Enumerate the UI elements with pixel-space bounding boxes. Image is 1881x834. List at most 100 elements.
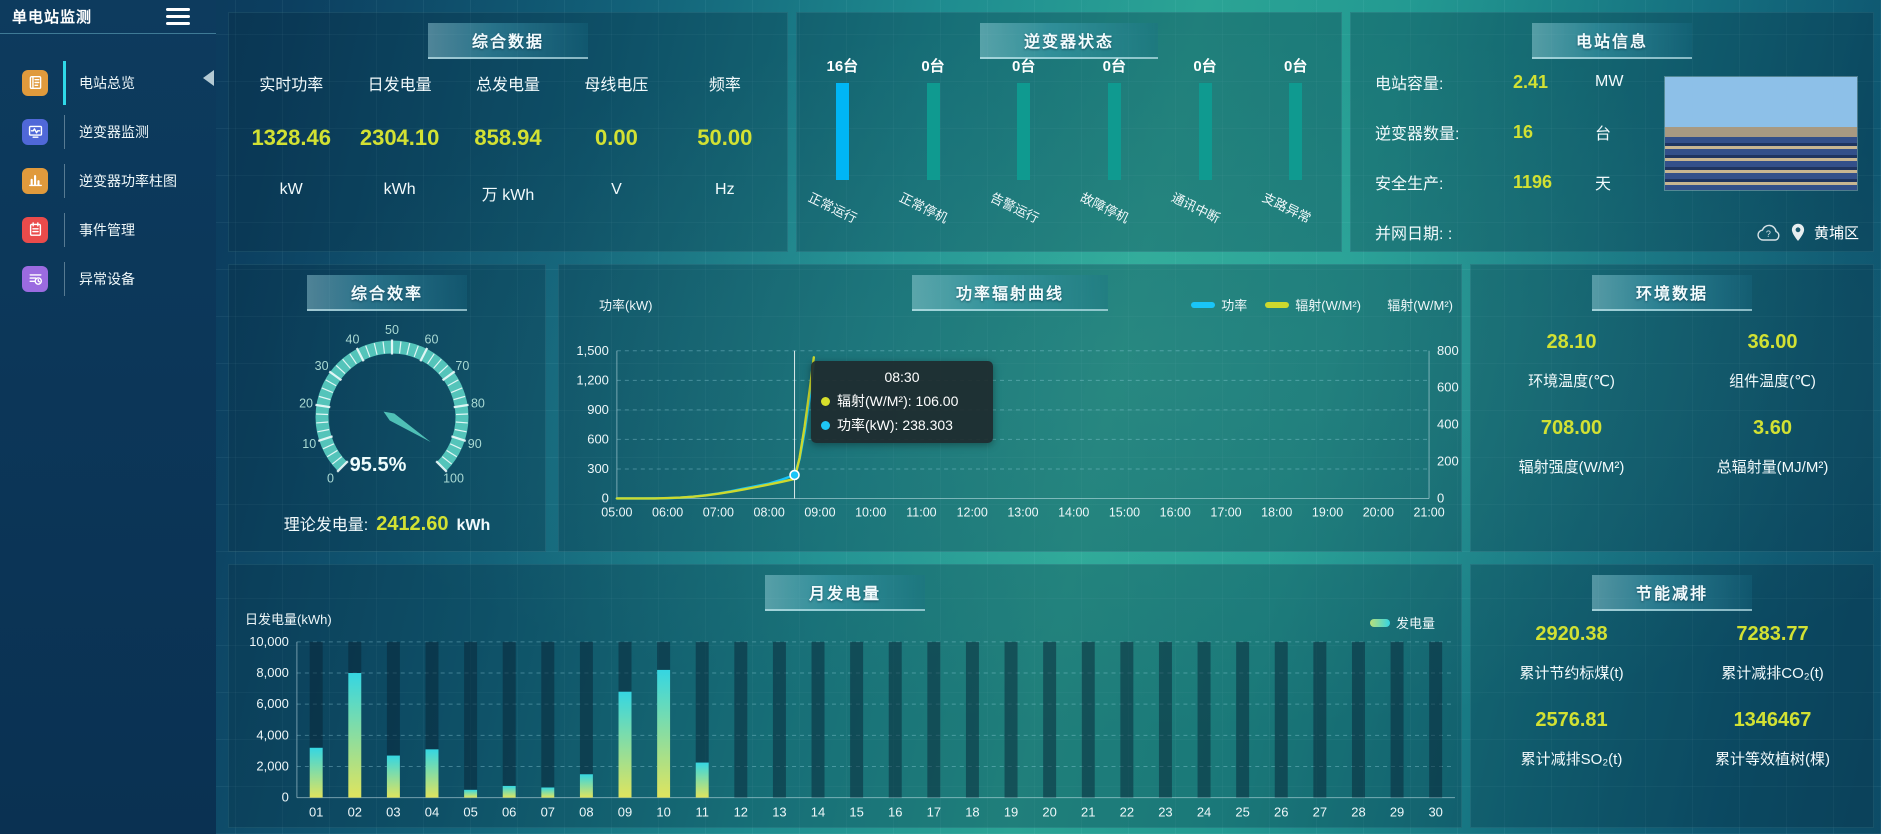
- station-row-label: 电站容量:: [1375, 76, 1444, 93]
- sidebar-item-inverter-monitor[interactable]: 逆变器监测: [0, 107, 216, 156]
- inverter-status-label: 正常停机: [897, 189, 951, 226]
- svg-text:28: 28: [1351, 805, 1365, 820]
- inverter-count-label: 16台: [826, 58, 859, 75]
- panel-title: 综合数据: [427, 23, 589, 59]
- legend-item-power[interactable]: 功率: [1191, 295, 1247, 314]
- hamburger-menu-icon[interactable]: [166, 4, 190, 30]
- panel-title: 功率辐射曲线: [911, 275, 1109, 311]
- svg-text:16: 16: [888, 805, 902, 820]
- sidebar-item-event-management[interactable]: 事件管理: [0, 205, 216, 254]
- sidebar-item-divider: [63, 60, 66, 105]
- metric-total-irradiation: 3.60 总辐射量(MJ/M²): [1672, 417, 1873, 477]
- sidebar-header: 单电站监测: [0, 0, 216, 34]
- svg-text:20: 20: [1042, 805, 1056, 820]
- svg-text:25: 25: [1235, 805, 1249, 820]
- panel-energy-saving: 节能减排 2920.38 累计节约标煤(t) 7283.77 累计减排CO₂(t) 25…: [1470, 564, 1874, 828]
- svg-text:1,200: 1,200: [576, 372, 608, 387]
- sidebar-menu: 电站总览逆变器监测逆变器功率柱图 事件管理异常设备: [0, 58, 216, 303]
- metric-label: 母线电压: [584, 77, 649, 94]
- inverter-status-comm-interrupted: 0台 通讯中断: [1160, 55, 1251, 251]
- panel-title: 节能减排: [1591, 575, 1753, 611]
- weather-cloud-icon[interactable]: ?: [1756, 224, 1782, 242]
- inverter-status-bar: [1107, 83, 1121, 180]
- abnormal-device-icon: [22, 265, 48, 292]
- inverter-status-chart[interactable]: 16台 正常运行 0台 正常停机 0台 告警运行 0台 故障停机 0台 通讯中断 0台 支路异常: [797, 55, 1341, 251]
- panel-environment-data: 环境数据 28.10 环境温度(℃) 36.00 组件温度(℃) 708.00 辐射强度(…: [1470, 264, 1874, 552]
- curve-legend: 功率 辐射(W/M²): [1191, 295, 1361, 314]
- inverter-status-label: 支路异常: [1259, 189, 1314, 226]
- metric-coal-saved: 2920.38 累计节约标煤(t): [1471, 623, 1672, 683]
- metric-label: 组件温度(℃): [1729, 373, 1816, 390]
- location-pin-icon[interactable]: [1791, 223, 1805, 242]
- metric-label: 环境温度(℃): [1528, 373, 1615, 390]
- station-row-value: 2.41: [1513, 71, 1549, 92]
- legend-item-radiation[interactable]: 辐射(W/M²): [1265, 295, 1361, 314]
- summary-metrics: 实时功率 1328.46 kW 日发电量 2304.10 kWh 总发电量 858.94 万 k…: [237, 59, 779, 243]
- svg-text:90: 90: [468, 437, 482, 451]
- svg-text:?: ?: [1766, 229, 1771, 239]
- station-info-rows: 电站容量: 2.41 MW 逆变器数量: 16 台安全生产: 1196 天并网日期: :: [1375, 57, 1675, 257]
- sidebar-collapse-arrow[interactable]: [203, 70, 214, 86]
- station-location[interactable]: 黄埔区: [1813, 225, 1859, 242]
- power-radiation-chart[interactable]: 0 300 600 900 1,200 1,500 0 200 400 600 800 05:00 06…: [559, 265, 1461, 551]
- efficiency-gauge-chart[interactable]: 0 10 20 30 40 50 60 70 80 90 100 95.5%: [262, 313, 522, 509]
- metric-bus-voltage: 母线电压 0.00 V: [562, 59, 670, 243]
- sidebar-item-inverter-power-bars[interactable]: 逆变器功率柱图: [0, 156, 216, 205]
- legend-radiation-marker: [1265, 301, 1290, 308]
- svg-text:400: 400: [1437, 417, 1459, 432]
- svg-text:600: 600: [587, 431, 609, 446]
- overview-journal-icon: [22, 69, 48, 96]
- svg-text:300: 300: [587, 461, 609, 476]
- svg-text:600: 600: [1437, 380, 1459, 395]
- panel-title: 综合效率: [306, 275, 468, 311]
- svg-text:24: 24: [1197, 805, 1211, 820]
- svg-text:08:00: 08:00: [754, 505, 785, 519]
- svg-text:17:00: 17:00: [1210, 505, 1241, 519]
- svg-text:900: 900: [587, 402, 609, 417]
- svg-text:4,000: 4,000: [256, 727, 288, 742]
- metric-irradiance: 708.00 辐射强度(W/M²): [1471, 417, 1672, 477]
- svg-text:800: 800: [1437, 343, 1459, 358]
- monthly-generation-chart[interactable]: 0 2,000 4,000 6,000 8,000 10,000 01 02 03 04 05 06 0…: [229, 565, 1461, 827]
- svg-text:15:00: 15:00: [1109, 505, 1140, 519]
- inverter-status-bar: [926, 83, 940, 180]
- sidebar-item-abnormal-devices[interactable]: 异常设备: [0, 254, 216, 303]
- svg-text:1,500: 1,500: [576, 343, 608, 358]
- svg-text:10:00: 10:00: [855, 505, 886, 519]
- station-row-label: 逆变器数量:: [1375, 126, 1460, 143]
- metric-value: 2920.38: [1535, 623, 1608, 645]
- tooltip-radiation-dot: [821, 396, 830, 406]
- metric-unit: kWh: [383, 181, 416, 198]
- svg-text:200: 200: [1437, 454, 1459, 469]
- metric-label: 累计等效植树(棵): [1715, 751, 1830, 768]
- metric-label: 日发电量: [367, 77, 432, 94]
- station-row-value: 16: [1513, 121, 1534, 142]
- svg-text:08: 08: [579, 805, 593, 820]
- svg-text:21:00: 21:00: [1413, 505, 1444, 519]
- inverter-status-fault-stop: 0台 故障停机: [1069, 55, 1160, 251]
- metric-unit: Hz: [715, 181, 735, 198]
- svg-text:0: 0: [282, 790, 289, 805]
- inverter-status-label: 告警运行: [987, 189, 1042, 226]
- legend-power-marker: [1191, 301, 1216, 308]
- legend-generation-marker: [1369, 618, 1390, 627]
- sidebar-item-divider: [64, 261, 65, 296]
- legend-item-generation[interactable]: 发电量: [1369, 613, 1435, 632]
- svg-text:95.5%: 95.5%: [350, 454, 407, 476]
- svg-text:14: 14: [811, 805, 825, 820]
- svg-text:17: 17: [927, 805, 941, 820]
- svg-text:19:00: 19:00: [1312, 505, 1343, 519]
- metric-value: 7283.77: [1736, 623, 1809, 645]
- sidebar-item-label: 逆变器监测: [79, 123, 149, 140]
- inverter-status-branch-abnormal: 0台 支路异常: [1250, 55, 1341, 251]
- sidebar-item-label: 异常设备: [79, 270, 135, 287]
- station-row-value: 1196: [1513, 171, 1553, 192]
- svg-text:20: 20: [299, 396, 313, 410]
- sidebar-item-divider: [64, 114, 65, 149]
- metric-label: 频率: [708, 77, 741, 94]
- sidebar-item-overview[interactable]: 电站总览: [0, 58, 216, 107]
- power-bars-icon: [22, 167, 48, 194]
- inverter-status-label: 故障停机: [1078, 189, 1132, 226]
- legend-power-label: 功率: [1221, 298, 1248, 313]
- inverter-status-label-zone: 正常运行: [797, 180, 888, 240]
